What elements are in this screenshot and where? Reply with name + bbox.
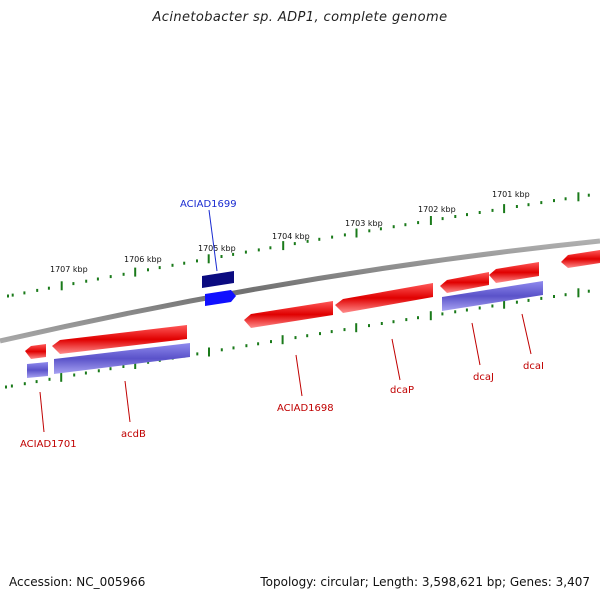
outer-tick-track <box>7 192 590 298</box>
leader-aciad1698 <box>295 354 303 397</box>
genome-backbone <box>0 238 600 344</box>
scale-label-1704: 1704 kbp <box>272 232 310 241</box>
inner-tick-track <box>5 288 590 389</box>
gene-label-dcaj[interactable]: dcaJ <box>473 372 494 383</box>
gene-label-aciad1698[interactable]: ACIAD1698 <box>277 403 334 414</box>
gene-label-acdb[interactable]: acdB <box>121 429 146 440</box>
gene-aciad1699-feature-bright[interactable] <box>205 290 236 306</box>
leader-dcai <box>521 313 532 355</box>
genome-summary-text: Topology: circular; Length: 3,598,621 bp… <box>260 575 590 589</box>
gene-dcai-forward[interactable] <box>489 262 539 283</box>
leader-acdb <box>124 380 131 423</box>
gene-edge-forward[interactable] <box>561 250 600 268</box>
scale-label-1707: 1707 kbp <box>50 265 88 274</box>
scale-label-1706: 1706 kbp <box>124 255 162 264</box>
gene-acdb-forward[interactable] <box>52 325 187 354</box>
map-title: Acinetobacter sp. ADP1, complete genome <box>152 10 448 25</box>
gene-label-aciad1699[interactable]: ACIAD1699 <box>180 199 237 210</box>
gene-dcaj-forward[interactable] <box>440 272 489 293</box>
gene-label-aciad1701[interactable]: ACIAD1701 <box>20 439 77 450</box>
gene-aciad1698-forward[interactable] <box>244 301 333 328</box>
gene-aciad1699-feature[interactable] <box>202 271 234 288</box>
leader-dcaj <box>471 322 481 366</box>
leader-aciad1701 <box>39 391 45 433</box>
gene-acdb-reverse[interactable] <box>54 343 190 374</box>
accession-text: Accession: NC_005966 <box>9 575 146 589</box>
leader-aciad1699 <box>208 209 218 272</box>
scale-label-1702: 1702 kbp <box>418 205 456 214</box>
gene-aciad1701-reverse[interactable] <box>27 362 48 378</box>
gene-dca-reverse[interactable] <box>442 281 543 311</box>
leader-dcap <box>391 338 401 381</box>
gene-label-dcai[interactable]: dcaI <box>523 361 544 372</box>
scale-label-1703: 1703 kbp <box>345 219 383 228</box>
gene-label-dcap[interactable]: dcaP <box>390 385 414 396</box>
scale-label-1701: 1701 kbp <box>492 190 530 199</box>
gene-aciad1701-forward[interactable] <box>25 344 46 359</box>
scale-label-1705: 1705 kbp <box>198 244 236 253</box>
gene-dcap-forward[interactable] <box>335 283 433 313</box>
